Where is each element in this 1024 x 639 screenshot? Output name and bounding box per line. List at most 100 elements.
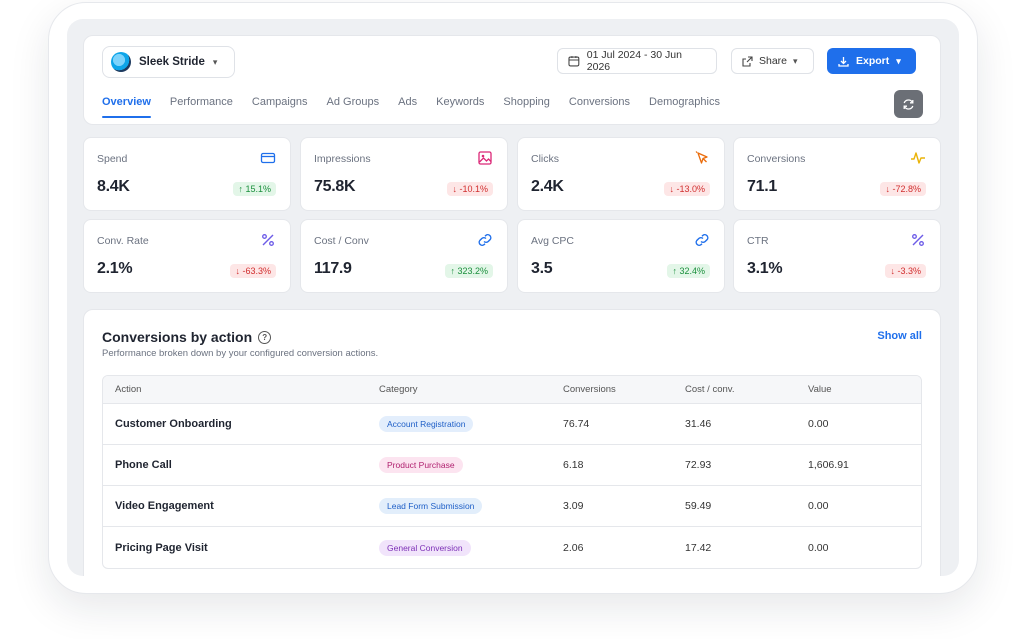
cost-cell: 59.49 xyxy=(685,500,712,512)
kpi-change-badge: ↑ 15.1% xyxy=(233,182,276,196)
tab-keywords[interactable]: Keywords xyxy=(436,96,485,108)
kpi-label: Conversions xyxy=(747,153,806,165)
kpi-card-clicks[interactable]: Clicks 2.4K ↓ -13.0% xyxy=(517,137,725,211)
kpi-change-badge: ↓ -3.3% xyxy=(885,264,926,278)
conversions-cell: 3.09 xyxy=(563,500,584,512)
kpi-label: Spend xyxy=(97,153,128,165)
conversions-table: Action Category Conversions Cost / conv.… xyxy=(102,375,922,569)
action-name: Customer Onboarding xyxy=(115,418,232,430)
kpi-card-ctr[interactable]: CTR 3.1% ↓ -3.3% xyxy=(733,219,941,293)
workspace-avatar xyxy=(111,52,131,72)
link-icon xyxy=(478,234,492,246)
tab-campaigns[interactable]: Campaigns xyxy=(251,96,308,108)
kpi-change-badge: ↓ -63.3% xyxy=(230,264,276,278)
table-row[interactable]: Pricing Page Visit General Conversion 2.… xyxy=(103,527,921,568)
activity-icon xyxy=(911,152,925,164)
column-header-action[interactable]: Action xyxy=(115,384,142,395)
cursor-click-icon xyxy=(695,151,708,164)
category-badge: Account Registration xyxy=(379,416,474,432)
kpi-label: CTR xyxy=(747,235,769,247)
chevron-down-icon: ▾ xyxy=(793,55,798,66)
kpi-label: Conv. Rate xyxy=(97,235,149,247)
calendar-icon xyxy=(568,56,580,67)
kpi-value: 2.4K xyxy=(531,178,564,195)
share-icon xyxy=(742,55,753,67)
help-icon[interactable]: ? xyxy=(258,330,272,344)
panel-title: Conversions by action ? xyxy=(102,329,272,345)
date-range-label: 01 Jul 2024 - 30 Jun 2026 xyxy=(586,49,682,73)
nav-tabs: Overview Performance Campaigns Ad Groups… xyxy=(102,96,739,118)
kpi-change-badge: ↓ -13.0% xyxy=(664,182,710,196)
conversions-panel: Conversions by action ? Performance brok… xyxy=(83,309,941,576)
kpi-card-avg-cpc[interactable]: Avg CPC 3.5 ↑ 32.4% xyxy=(517,219,725,293)
percent-icon xyxy=(262,234,274,246)
tab-ad-groups[interactable]: Ad Groups xyxy=(326,96,380,108)
kpi-card-conversions[interactable]: Conversions 71.1 ↓ -72.8% xyxy=(733,137,941,211)
tab-performance[interactable]: Performance xyxy=(169,96,233,108)
column-header-category[interactable]: Category xyxy=(379,384,418,395)
date-range-picker[interactable]: 01 Jul 2024 - 30 Jun 2026 xyxy=(557,48,717,74)
tab-conversions[interactable]: Conversions xyxy=(568,96,631,108)
export-button[interactable]: Export ▾ xyxy=(827,48,916,74)
category-badge: Product Purchase xyxy=(379,457,463,473)
show-all-link[interactable]: Show all xyxy=(877,330,922,342)
tab-ads[interactable]: Ads xyxy=(398,96,418,108)
kpi-value: 71.1 xyxy=(747,178,777,195)
share-label: Share xyxy=(759,55,788,67)
kpi-value: 75.8K xyxy=(314,178,356,195)
kpi-value: 2.1% xyxy=(97,260,133,277)
tab-shopping[interactable]: Shopping xyxy=(503,96,550,108)
workspace-selector[interactable]: Sleek Stride ▾ xyxy=(102,46,235,78)
tab-demographics[interactable]: Demographics xyxy=(649,96,720,108)
kpi-card-spend[interactable]: Spend 8.4K ↑ 15.1% xyxy=(83,137,291,211)
value-cell: 0.00 xyxy=(808,541,829,554)
export-label: Export xyxy=(856,55,890,67)
column-header-value[interactable]: Value xyxy=(808,384,832,395)
table-row[interactable]: Video Engagement Lead Form Submission 3.… xyxy=(103,486,921,527)
share-button[interactable]: Share ▾ xyxy=(731,48,814,74)
kpi-value: 3.1% xyxy=(747,260,783,277)
tab-overview[interactable]: Overview xyxy=(102,96,151,118)
dashboard-screen: Sleek Stride ▾ 01 Jul 2024 - 30 Jun 2026… xyxy=(67,19,959,576)
header-card: Sleek Stride ▾ 01 Jul 2024 - 30 Jun 2026… xyxy=(83,35,941,125)
download-icon xyxy=(838,56,849,67)
action-name: Video Engagement xyxy=(115,500,214,512)
value-cell: 1,606.91 xyxy=(808,459,849,471)
kpi-label: Cost / Conv xyxy=(314,235,369,247)
chevron-down-icon: ▾ xyxy=(212,56,218,67)
kpi-card-cost-per-conv[interactable]: Cost / Conv 117.9 ↑ 323.2% xyxy=(300,219,508,293)
column-header-cost[interactable]: Cost / conv. xyxy=(685,384,735,395)
kpi-card-conv-rate[interactable]: Conv. Rate 2.1% ↓ -63.3% xyxy=(83,219,291,293)
percent-icon xyxy=(912,234,924,246)
refresh-icon xyxy=(903,98,914,110)
kpi-card-impressions[interactable]: Impressions 75.8K ↓ -10.1% xyxy=(300,137,508,211)
kpi-value: 3.5 xyxy=(531,260,553,277)
kpi-value: 117.9 xyxy=(314,260,352,277)
value-cell: 0.00 xyxy=(808,418,829,430)
cost-cell: 72.93 xyxy=(685,459,712,471)
conversions-cell: 76.74 xyxy=(563,418,590,430)
kpi-change-badge: ↑ 32.4% xyxy=(667,264,710,278)
action-name: Pricing Page Visit xyxy=(115,541,208,554)
value-cell: 0.00 xyxy=(808,500,829,512)
action-name: Phone Call xyxy=(115,459,172,471)
kpi-change-badge: ↑ 323.2% xyxy=(445,264,493,278)
table-row[interactable]: Customer Onboarding Account Registration… xyxy=(103,404,921,445)
refresh-button[interactable] xyxy=(894,90,923,118)
cost-cell: 31.46 xyxy=(685,418,712,430)
workspace-name: Sleek Stride xyxy=(139,56,205,68)
table-row[interactable]: Phone Call Product Purchase 6.18 72.93 1… xyxy=(103,445,921,486)
kpi-change-badge: ↓ -72.8% xyxy=(880,182,926,196)
kpi-change-badge: ↓ -10.1% xyxy=(447,182,493,196)
panel-subtitle: Performance broken down by your configur… xyxy=(102,348,379,359)
chevron-down-icon: ▾ xyxy=(896,55,901,66)
category-badge: General Conversion xyxy=(379,539,471,556)
image-icon xyxy=(478,151,492,165)
table-header: Action Category Conversions Cost / conv.… xyxy=(103,376,921,404)
column-header-conversions[interactable]: Conversions xyxy=(563,384,616,395)
cost-cell: 17.42 xyxy=(685,541,712,554)
kpi-value: 8.4K xyxy=(97,178,130,195)
conversions-cell: 2.06 xyxy=(563,541,584,554)
kpi-label: Avg CPC xyxy=(531,235,574,247)
link-icon xyxy=(695,234,709,246)
